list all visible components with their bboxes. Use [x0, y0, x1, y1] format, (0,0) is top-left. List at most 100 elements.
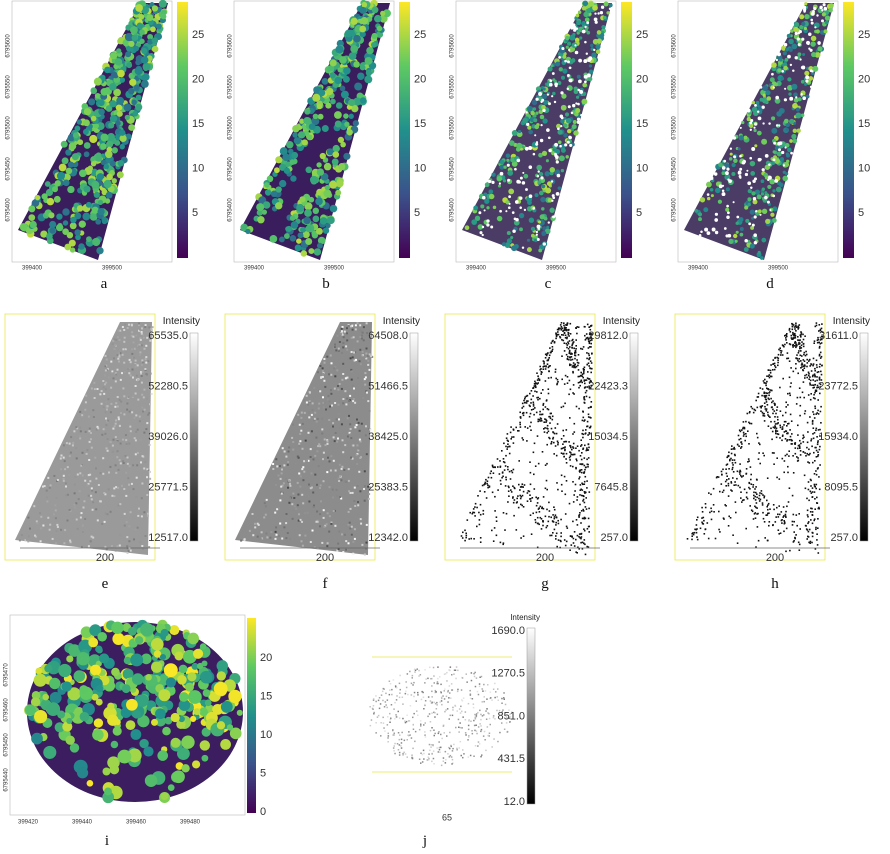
point [264, 189, 272, 196]
point [534, 521, 537, 524]
point [56, 171, 66, 180]
point [762, 380, 765, 382]
point [698, 217, 702, 222]
point [147, 38, 154, 45]
point [549, 534, 551, 537]
point [135, 4, 143, 12]
point [351, 356, 354, 359]
point [578, 514, 580, 517]
point [741, 501, 743, 503]
point [76, 119, 82, 125]
point [363, 485, 366, 488]
point [34, 194, 41, 201]
point [148, 439, 151, 442]
point [719, 490, 721, 493]
point [809, 478, 812, 481]
point [771, 438, 773, 441]
gap [551, 95, 554, 98]
point [565, 35, 570, 41]
point [578, 516, 580, 518]
point [485, 497, 488, 499]
gap [768, 163, 771, 166]
point [579, 494, 581, 496]
point [797, 352, 800, 354]
point [704, 506, 707, 509]
point [815, 359, 818, 362]
point [236, 709, 243, 716]
gap [547, 136, 551, 140]
point [116, 336, 119, 339]
gap [512, 229, 516, 233]
point [750, 405, 752, 408]
point [717, 476, 720, 478]
point [132, 464, 135, 467]
point [132, 110, 139, 117]
point [542, 408, 544, 411]
point [696, 536, 698, 538]
panel-label: h [771, 576, 779, 592]
point [305, 166, 313, 174]
point [580, 532, 583, 535]
point [148, 387, 151, 390]
point [513, 514, 515, 517]
gap [724, 171, 729, 176]
point [587, 347, 590, 349]
point [33, 505, 36, 508]
point [788, 487, 791, 489]
point [757, 250, 761, 255]
point [505, 153, 511, 158]
point [778, 107, 785, 114]
point [542, 404, 544, 406]
point [342, 362, 345, 365]
point [810, 41, 816, 47]
point [135, 476, 138, 479]
point [809, 376, 811, 378]
point [119, 144, 125, 150]
point [118, 459, 121, 462]
gap [764, 195, 768, 200]
point [360, 330, 363, 333]
point [140, 497, 143, 500]
point [563, 539, 566, 541]
gap [700, 230, 703, 233]
point [312, 491, 315, 494]
point [828, 7, 833, 13]
point [506, 231, 511, 235]
gap [579, 89, 584, 94]
gap [746, 108, 751, 113]
point [309, 391, 311, 394]
point [559, 336, 562, 339]
point [576, 524, 579, 526]
point [309, 487, 312, 490]
point [585, 389, 588, 392]
point [121, 484, 123, 487]
point [474, 506, 476, 508]
point [771, 217, 777, 223]
point [569, 388, 572, 391]
point [128, 87, 135, 95]
point [345, 345, 348, 348]
point [771, 127, 778, 134]
point [509, 478, 512, 480]
point [576, 20, 582, 26]
point [350, 325, 353, 328]
point [348, 99, 356, 107]
point [570, 446, 572, 449]
point [360, 16, 369, 25]
point [54, 504, 57, 507]
point [125, 439, 128, 442]
point [565, 462, 568, 464]
point [754, 495, 756, 498]
point [65, 494, 68, 497]
point [554, 427, 557, 429]
point [141, 80, 149, 88]
y-tick-label: 6795600 [450, 34, 456, 58]
gap [574, 50, 579, 55]
point [779, 532, 782, 534]
point [69, 539, 72, 542]
point [114, 380, 117, 383]
point [547, 377, 550, 379]
point [584, 391, 587, 394]
point [338, 383, 341, 385]
point [760, 179, 765, 184]
